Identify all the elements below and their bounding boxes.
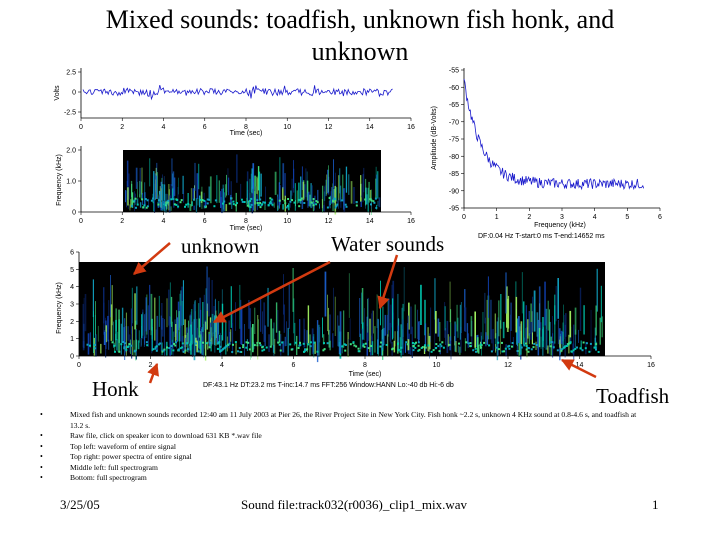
- annotation-toadfish: Toadfish: [596, 384, 670, 408]
- mid-spectrogram-y-tick-label: 2.0: [66, 148, 76, 155]
- waveform-xlabel: Time (sec): [230, 130, 263, 137]
- waveform-x-tick-label: 0: [79, 124, 83, 131]
- waveform-x-tick-label: 16: [407, 124, 415, 131]
- waveform-y-tick-label: -2.5: [64, 110, 76, 117]
- waveform-trace: [82, 85, 393, 101]
- power-spectrum-y-tick-label: -65: [449, 102, 459, 109]
- bottom-spectrogram-x-tick-label: 8: [363, 362, 367, 369]
- mid-spectrogram-x-tick-label: 8: [244, 218, 248, 225]
- power-spectrum-info: DF:0.04 Hz T-start:0 ms T-end:14652 ms: [478, 233, 605, 240]
- power-spectrum-y-tick-label: -55: [449, 68, 459, 75]
- arrow-honk: [147, 362, 159, 384]
- waveform-y-tick-label: 2.5: [66, 70, 76, 77]
- mid-spectrogram-x-tick-label: 4: [162, 218, 166, 225]
- footer-date: 3/25/05: [60, 497, 100, 512]
- waveform-x-tick-label: 12: [325, 124, 333, 131]
- power-spectrum-x-tick-label: 3: [560, 214, 564, 221]
- waveform-panel: 2.5 0 -2.5 0 2 4 6 8 10 12 14 16 Volts Time (sec): [53, 60, 426, 140]
- bottom-spectrogram-x-tick-label: 6: [292, 362, 296, 369]
- bottom-spectrogram-x-tick-label: 4: [220, 362, 224, 369]
- mid-spectrogram-panel: 2.0 1.0 0 0 2 4 6 8 10 12 14 16 Frequency (kHz) Ti…: [53, 142, 426, 234]
- annotation-water-sounds: Water sounds: [331, 232, 445, 256]
- footer-sound-file: Sound file:track032(r0036)_clip1_mix.wav: [241, 497, 468, 512]
- waveform-plot: 2.50-2.5 0 2 4 6 8 10 12 14 16 Volts Time (sec): [53, 60, 426, 140]
- bottom-spectrogram-info: DF:43.1 Hz DT:23.2 ms T-inc:14.7 ms FFT:…: [203, 382, 454, 389]
- waveform-x-tick-label: 6: [203, 124, 207, 131]
- power-spectrum-x-tick-label: 4: [593, 214, 597, 221]
- waveform-x-tick-label: 2: [120, 124, 124, 131]
- waveform-ylabel: Volts: [54, 85, 61, 101]
- bottom-spectrogram-x-tick-label: 14: [576, 362, 584, 369]
- power-spectrum-y-tick-label: -80: [449, 154, 459, 161]
- bottom-spectrogram-y-tick-label: 0: [70, 354, 74, 361]
- list-item: Middle left: full spectrogram: [40, 463, 640, 474]
- waveform-y-tick-label: 0: [72, 90, 76, 97]
- mid-spectrogram-xlabel: Time (sec): [230, 225, 263, 232]
- power-spectrum-x-tick-label: 6: [658, 214, 662, 221]
- arrow-unknown-2: [212, 260, 331, 324]
- power-spectrum-x-tick-label: 5: [625, 214, 629, 221]
- arrow-water-sounds: [377, 254, 399, 310]
- power-spectrum-panel: -55 -60 -65 -70 -75 -80 -85 -90 -95 0 1 2 3 4 5 6 Ampl…: [428, 60, 668, 242]
- bottom-spectrogram-x-tick-label: 16: [647, 362, 655, 369]
- bottom-spectrogram-ylabel: Frequency (kHz): [56, 282, 63, 334]
- waveform-x-tick-label: 14: [366, 124, 374, 131]
- bottom-spectrogram-y-tick-label: 1: [70, 336, 74, 343]
- list-item: Top left: waveform of entire signal: [40, 442, 640, 453]
- mid-spectrogram-x-tick-label: 6: [203, 218, 207, 225]
- footer-page-number: 1: [652, 497, 659, 512]
- waveform-x-tick-label: 10: [283, 124, 291, 131]
- power-spectrum-y-tick-label: -60: [449, 85, 459, 92]
- power-spectrum-y-tick-label: -75: [449, 137, 459, 144]
- list-item: Raw file, click on speaker icon to downl…: [40, 431, 640, 442]
- arrow-unknown-1: [133, 242, 171, 275]
- arrow-toadfish: [560, 358, 597, 379]
- annotation-unknown: unknown: [181, 234, 260, 258]
- power-spectrum-y-tick-label: -85: [449, 171, 459, 178]
- power-spectrum-y-tick-label: -95: [449, 206, 459, 213]
- waveform-x-tick-label: 8: [244, 124, 248, 131]
- bottom-spectrogram-x-tick-label: 10: [433, 362, 441, 369]
- power-spectrum-trace: [463, 78, 645, 191]
- bottom-spectrogram-y-tick-label: 3: [70, 302, 74, 309]
- annotation-honk: Honk: [92, 377, 139, 401]
- bottom-spectrogram-xlabel: Time (sec): [349, 371, 382, 378]
- mid-spectrogram-x-tick-label: 10: [283, 218, 291, 225]
- mid-spectrogram-x-tick-label: 12: [325, 218, 333, 225]
- bottom-spectrogram-x-tick-label: 12: [504, 362, 512, 369]
- power-spectrum-ylabel: Amplitude (dB-Volts): [431, 106, 438, 170]
- power-spectrum-x-tick-label: 0: [462, 214, 466, 221]
- mid-spectrogram-x-tick-label: 2: [120, 218, 124, 225]
- power-spectrum-x-tick-label: 2: [527, 214, 531, 221]
- list-item: Top right: power spectra of entire signa…: [40, 452, 640, 463]
- list-item: Bottom: full spectrogram: [40, 473, 640, 484]
- power-spectrum-y-tick-label: -90: [449, 188, 459, 195]
- mid-spectrogram-plot: 2.0 1.0 0 0 2 4 6 8 10 12 14 16 Frequency (kHz) Ti…: [53, 142, 426, 234]
- bottom-spectrogram-y-tick-label: 2: [70, 319, 74, 326]
- mid-spectrogram-x-tick-label: 14: [366, 218, 374, 225]
- bottom-spectrogram-y-tick-label: 5: [70, 267, 74, 274]
- notes-list: Mixed fish and unknown sounds recorded 1…: [40, 410, 640, 484]
- power-spectrum-y-tick-label: -70: [449, 119, 459, 126]
- list-item: Mixed fish and unknown sounds recorded 1…: [40, 410, 640, 431]
- waveform-x-tick-label: 4: [162, 124, 166, 131]
- mid-spectrogram-y-tick-label: 1.0: [66, 179, 76, 186]
- mid-spectrogram-x-tick-label: 16: [407, 218, 415, 225]
- bottom-spectrogram-y-tick-label: 4: [70, 284, 74, 291]
- mid-spectrogram-x-tick-label: 0: [79, 218, 83, 225]
- power-spectrum-xlabel: Frequency (kHz): [534, 222, 586, 229]
- bottom-spectrogram-x-tick-label: 0: [77, 362, 81, 369]
- power-spectrum-x-tick-label: 1: [495, 214, 499, 221]
- mid-spectrogram-ylabel: Frequency (kHz): [56, 154, 63, 206]
- power-spectrum-plot: -55 -60 -65 -70 -75 -80 -85 -90 -95 0 1 2 3 4 5 6 Ampl…: [428, 60, 668, 242]
- slide-title: Mixed sounds: toadfish, unknown fish hon…: [105, 5, 615, 66]
- bottom-spectrogram-y-tick-label: 6: [70, 250, 74, 257]
- mid-spectrogram-y-tick-label: 0: [72, 210, 76, 217]
